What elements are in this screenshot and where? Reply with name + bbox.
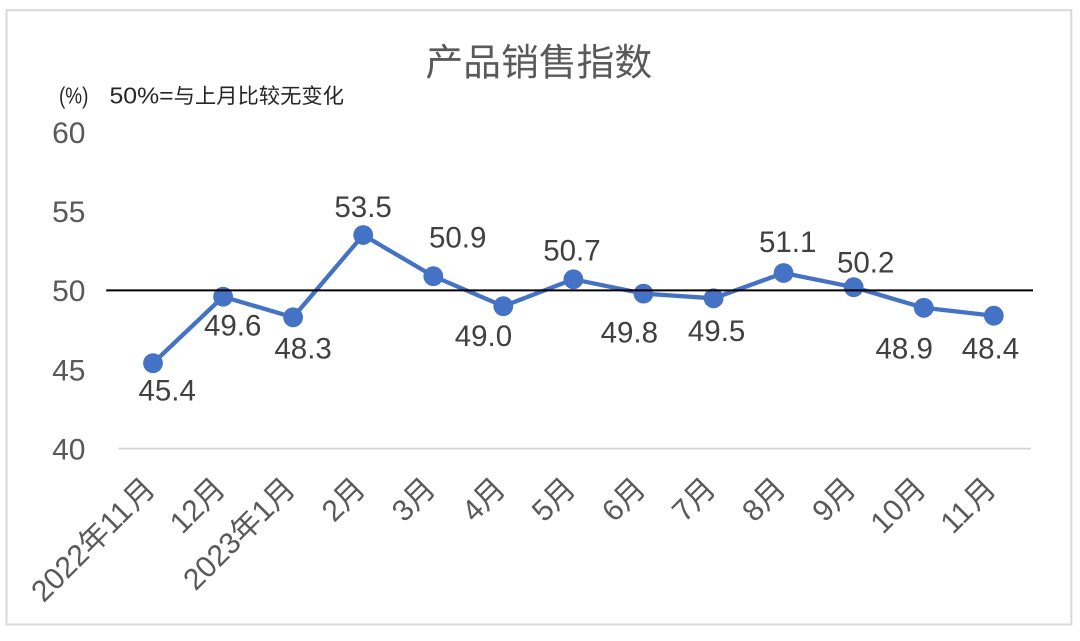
svg-text:45: 45	[52, 354, 85, 387]
svg-text:50.7: 50.7	[543, 234, 600, 267]
svg-text:49.6: 49.6	[204, 310, 261, 343]
svg-text:60: 60	[52, 117, 85, 150]
svg-text:50: 50	[52, 275, 85, 308]
svg-text:40: 40	[52, 434, 85, 467]
svg-text:50.2: 50.2	[837, 246, 894, 279]
svg-text:45.4: 45.4	[138, 375, 195, 408]
svg-text:48.4: 48.4	[962, 333, 1019, 366]
svg-text:48.9: 48.9	[875, 333, 932, 366]
svg-text:(%): (%)	[59, 82, 88, 108]
svg-text:55: 55	[52, 196, 85, 229]
svg-text:51.1: 51.1	[759, 226, 816, 259]
svg-text:49.8: 49.8	[601, 317, 658, 350]
svg-text:53.5: 53.5	[334, 191, 391, 224]
svg-text:48.3: 48.3	[274, 332, 331, 365]
svg-text:49.5: 49.5	[688, 315, 745, 348]
svg-text:49.0: 49.0	[455, 320, 512, 353]
svg-text:50%=: 50%=	[110, 82, 174, 108]
svg-text:50.9: 50.9	[429, 222, 486, 255]
